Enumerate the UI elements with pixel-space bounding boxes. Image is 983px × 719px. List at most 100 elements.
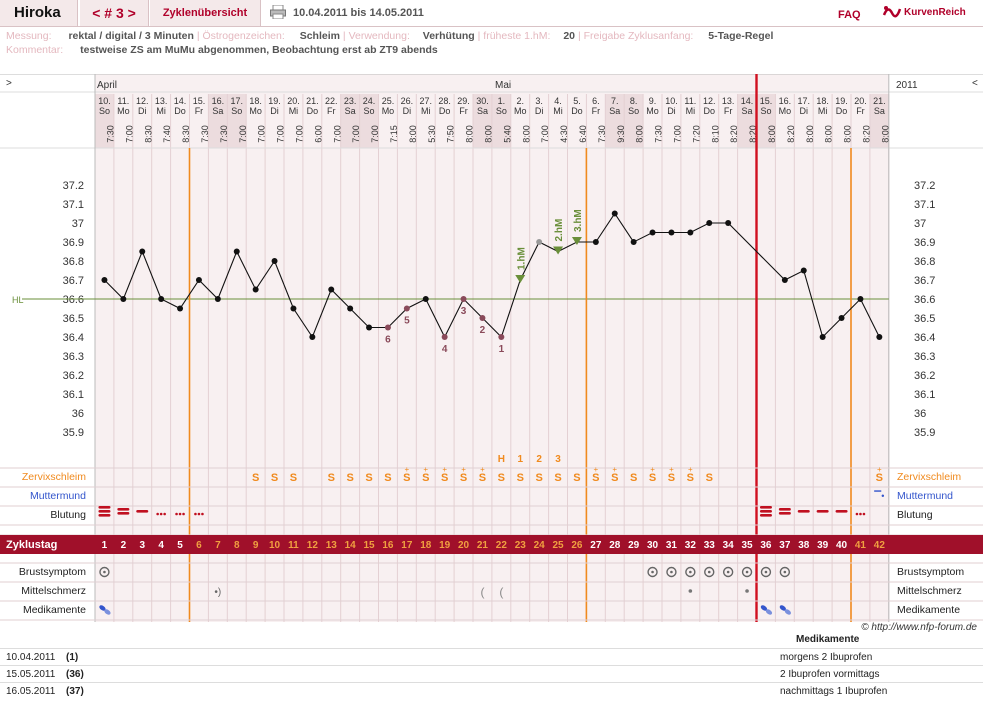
cycle-day-number: 31: [666, 540, 678, 551]
zervix-symbol: S: [422, 472, 429, 484]
blutung-bar: [98, 506, 111, 509]
day-date: 7.: [611, 96, 619, 106]
day-date: 13.: [155, 96, 168, 106]
day-date: 19.: [268, 96, 281, 106]
medi-label-right: Medikamente: [897, 604, 960, 616]
day-weekday: Mi: [553, 106, 563, 116]
mittel-label-right: Mittelschmerz: [897, 585, 962, 597]
day-date: 15.: [193, 96, 206, 106]
day-weekday: Sa: [609, 106, 620, 116]
day-date: 22.: [325, 96, 338, 106]
day-date: 25.: [382, 96, 395, 106]
zervix-plus: +: [461, 465, 466, 474]
measure-time: 7:00: [294, 125, 304, 143]
day-date: 30.: [476, 96, 489, 106]
cycle-day-number: 37: [779, 540, 791, 551]
medication-cycle-day: (36): [66, 669, 84, 680]
medication-date: 16.05.2011: [6, 686, 56, 697]
medication-pill: [765, 609, 773, 615]
mittelschmerz-symbol: (: [499, 585, 503, 599]
kurvenreich-logo[interactable]: KurvenReich: [882, 3, 982, 23]
y-tick-right: 37: [914, 218, 926, 230]
temperature-point: [441, 334, 448, 340]
day-weekday: Mi: [156, 106, 166, 116]
weekend-header-shade: [737, 94, 757, 148]
medication-pill: [760, 605, 768, 611]
day-weekday: Do: [174, 106, 186, 116]
blutung-dot: [194, 512, 197, 516]
temperature-point: [819, 334, 826, 340]
cycle-day-number: 21: [477, 540, 489, 551]
blutung-label-right: Blutung: [897, 509, 933, 521]
cycle-day-number: 17: [401, 540, 413, 551]
measure-time: 8:20: [729, 125, 739, 143]
day-weekday: Sa: [874, 106, 885, 116]
low-measurement-label: 5: [404, 316, 410, 327]
brust-symbol: [99, 566, 110, 578]
day-weekday: Sa: [212, 106, 223, 116]
mittel-label-left: Mittelschmerz: [21, 585, 86, 597]
day-date: 6.: [592, 96, 600, 106]
y-tick-right: 36.3: [914, 351, 935, 363]
brust-symbol: [741, 566, 753, 578]
y-tick-left: 36.9: [63, 237, 84, 249]
hm-value: 20: [563, 30, 576, 42]
zervix-plus: +: [594, 465, 599, 474]
y-tick-left: 37: [72, 218, 84, 230]
y-tick-right: 36.1: [914, 389, 935, 401]
y-tick-right: 36.8: [914, 256, 935, 268]
high-measurement-marker: [553, 246, 564, 255]
medication-text: nachmittags 1 Ibuprofen: [780, 686, 888, 697]
cycle-day-number: 15: [363, 540, 375, 551]
prev-cycle-button[interactable]: <: [92, 5, 101, 21]
blutung-dot: [201, 512, 204, 516]
measure-time: 8:00: [805, 125, 815, 143]
scroll-left-arrow[interactable]: >: [6, 78, 12, 89]
y-tick-left: 36.6: [63, 294, 84, 306]
medication-cycle-day: (1): [66, 652, 79, 663]
cycle-day-number: 32: [685, 540, 697, 551]
verwendung-label: Verwendung:: [348, 30, 410, 42]
scroll-right-arrow[interactable]: <: [972, 78, 978, 89]
freigabe-label: Freigabe Zyklusanfang:: [583, 30, 694, 42]
temperature-point: [252, 286, 259, 293]
day-date: 27.: [419, 96, 432, 106]
temperature-point: [366, 324, 373, 331]
day-date: 3.: [535, 96, 543, 106]
high-measurement-marker: [515, 275, 526, 283]
temperature-point: [857, 296, 864, 302]
day-date: 15.: [760, 96, 773, 106]
print-icon[interactable]: [270, 5, 286, 19]
low-measurement-label: 4: [442, 344, 448, 355]
measure-time: 7:00: [124, 125, 134, 143]
day-date: 17.: [230, 96, 243, 106]
zervix-symbol: S: [290, 472, 297, 484]
y-tick-left: 36: [72, 408, 84, 420]
cycle-navigation: < # 3 >: [80, 0, 149, 26]
muttermund-label-left: Muttermund: [30, 490, 86, 502]
cycle-day-number: 26: [571, 540, 583, 551]
measure-time: 8:20: [861, 125, 871, 143]
temperature-point: [384, 324, 391, 331]
blutung-bar: [797, 510, 810, 513]
verwendung-value: Verhütung: [422, 30, 475, 42]
measure-time: 8:00: [483, 125, 493, 143]
day-weekday: Mi: [289, 106, 299, 116]
copyright[interactable]: © http://www.nfp-forum.de: [861, 622, 977, 633]
blutung-bar: [778, 508, 791, 511]
date-range: 10.04.2011 bis 14.05.2011: [293, 7, 424, 19]
next-cycle-button[interactable]: >: [127, 5, 136, 21]
zervix-symbol: S: [535, 472, 542, 484]
medication-cycle-day: (37): [66, 686, 84, 697]
y-tick-left: 37.2: [63, 180, 84, 192]
zervix-symbol: S: [460, 472, 467, 484]
day-weekday: Mi: [421, 106, 431, 116]
brust-symbol-center: [745, 570, 749, 574]
zervix-plus: +: [612, 465, 617, 474]
faq-link[interactable]: FAQ: [838, 9, 861, 21]
measure-time: 7:00: [257, 125, 267, 143]
freigabe-value: 5-Tage-Regel: [708, 30, 774, 42]
cycle-day-number: 2: [121, 540, 127, 551]
measure-time: 8:00: [635, 125, 645, 143]
cycle-overview-tab[interactable]: Zyklenübersicht: [150, 0, 261, 26]
